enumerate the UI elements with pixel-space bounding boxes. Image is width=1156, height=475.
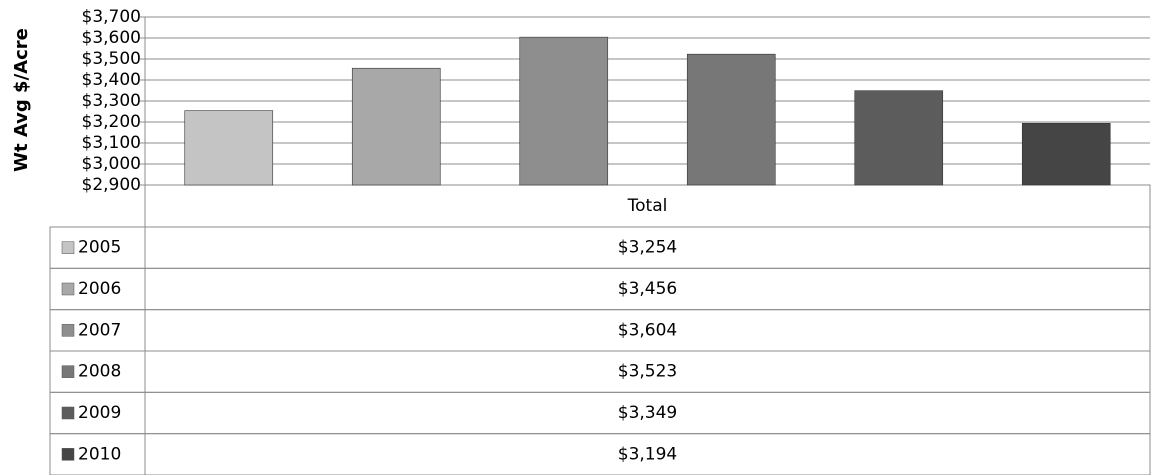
y-tick-label: $3,100 (82, 133, 141, 153)
y-tick-label: $3,200 (82, 112, 141, 132)
legend-swatch (61, 241, 75, 254)
table-value: $3,194 (618, 444, 677, 464)
legend-swatch (61, 365, 75, 378)
bar (1021, 122, 1111, 186)
legend-label: 2007 (78, 320, 121, 340)
table-row (49, 267, 1151, 311)
y-axis-title: Wt Avg $/Acre (11, 28, 32, 172)
table-value: $3,604 (618, 320, 677, 340)
bar (184, 110, 274, 186)
legend-label: 2009 (78, 403, 121, 423)
table-row (49, 433, 1151, 475)
y-tick-label: $3,000 (82, 154, 141, 174)
y-tick-label: $3,500 (82, 49, 141, 69)
table-value: $3,456 (618, 279, 677, 299)
y-tick-label: $3,700 (82, 7, 141, 27)
y-tick-label: $2,900 (82, 175, 141, 195)
legend-label: 2005 (78, 238, 121, 258)
table-value: $3,349 (618, 403, 677, 423)
table-row (49, 226, 1151, 269)
bar (351, 67, 441, 186)
bar (854, 90, 944, 186)
bar (519, 36, 609, 186)
table-row (49, 350, 1151, 393)
table-value: $3,523 (618, 362, 677, 382)
table-row (49, 391, 1151, 435)
legend-swatch (61, 324, 75, 337)
legend-swatch (61, 406, 75, 420)
legend-swatch (61, 282, 75, 296)
category-label: Total (627, 196, 668, 216)
legend-label: 2010 (78, 444, 121, 464)
table-row (49, 309, 1151, 352)
table-value: $3,254 (618, 238, 677, 258)
legend-label: 2006 (78, 279, 121, 299)
bar (686, 53, 776, 186)
y-tick-label: $3,600 (82, 28, 141, 48)
legend-swatch (61, 448, 75, 461)
legend-label: 2008 (78, 362, 121, 382)
y-tick-label: $3,400 (82, 70, 141, 90)
y-tick-label: $3,300 (82, 91, 141, 111)
